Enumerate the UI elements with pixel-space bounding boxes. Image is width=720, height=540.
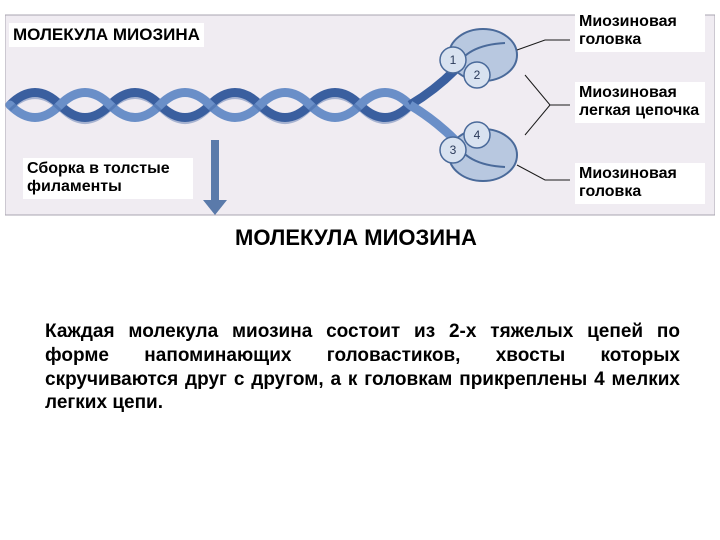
label-light-chain: Миозиновая легкая цепочка (575, 82, 705, 123)
chain-num-3: 3 (450, 143, 457, 157)
page-title: МОЛЕКУЛА МИОЗИНА (235, 225, 477, 250)
label-assembly: Сборка в толстые филаменты (23, 158, 193, 199)
myosin-diagram: 1 2 3 4 МОЛЕКУЛА МИОЗИНА Миозиновая голо… (5, 5, 715, 220)
chain-num-4: 4 (474, 128, 481, 142)
body-paragraph: Каждая молекула миозина состоит из 2-х т… (45, 320, 680, 415)
label-head-top: Миозиновая головка (575, 11, 705, 52)
chain-num-2: 2 (474, 68, 481, 82)
body-paragraph-text: Каждая молекула миозина состоит из 2-х т… (45, 321, 680, 413)
chain-num-1: 1 (450, 53, 457, 67)
diagram-title: МОЛЕКУЛА МИОЗИНА (9, 23, 204, 47)
label-head-bottom: Миозиновая головка (575, 163, 705, 204)
